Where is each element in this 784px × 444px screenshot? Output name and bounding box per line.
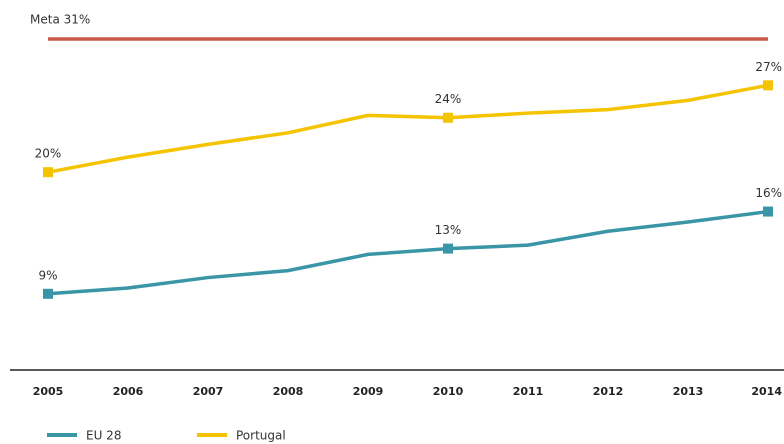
x-tick-label: 2011 — [513, 385, 544, 398]
x-tick-label: 2009 — [353, 385, 384, 398]
data-label: 27% — [755, 60, 782, 74]
x-tick-label: 2014 — [751, 385, 782, 398]
point-marker — [43, 288, 53, 299]
point-marker — [443, 243, 453, 254]
x-tick-label: 2006 — [113, 385, 144, 398]
data-label: 16% — [755, 186, 782, 200]
legend-label: Portugal — [236, 429, 286, 443]
point-marker — [43, 167, 53, 178]
data-label: 20% — [35, 147, 62, 161]
x-tick-label: 2008 — [273, 385, 304, 398]
x-tick-label: 2012 — [593, 385, 624, 398]
target-label: Meta 31% — [30, 13, 90, 27]
x-tick-label: 2007 — [193, 385, 224, 398]
data-label: 24% — [435, 92, 462, 106]
x-tick-label: 2010 — [433, 385, 464, 398]
x-tick-label: 2013 — [673, 385, 704, 398]
point-marker — [763, 80, 773, 91]
series-line — [47, 209, 769, 296]
data-label: 9% — [38, 268, 57, 282]
x-tick-label: 2005 — [33, 385, 64, 398]
series-line — [47, 83, 769, 174]
point-marker — [763, 206, 773, 217]
legend-label: EU 28 — [86, 429, 121, 443]
point-marker — [443, 112, 453, 123]
data-label: 13% — [435, 223, 462, 237]
